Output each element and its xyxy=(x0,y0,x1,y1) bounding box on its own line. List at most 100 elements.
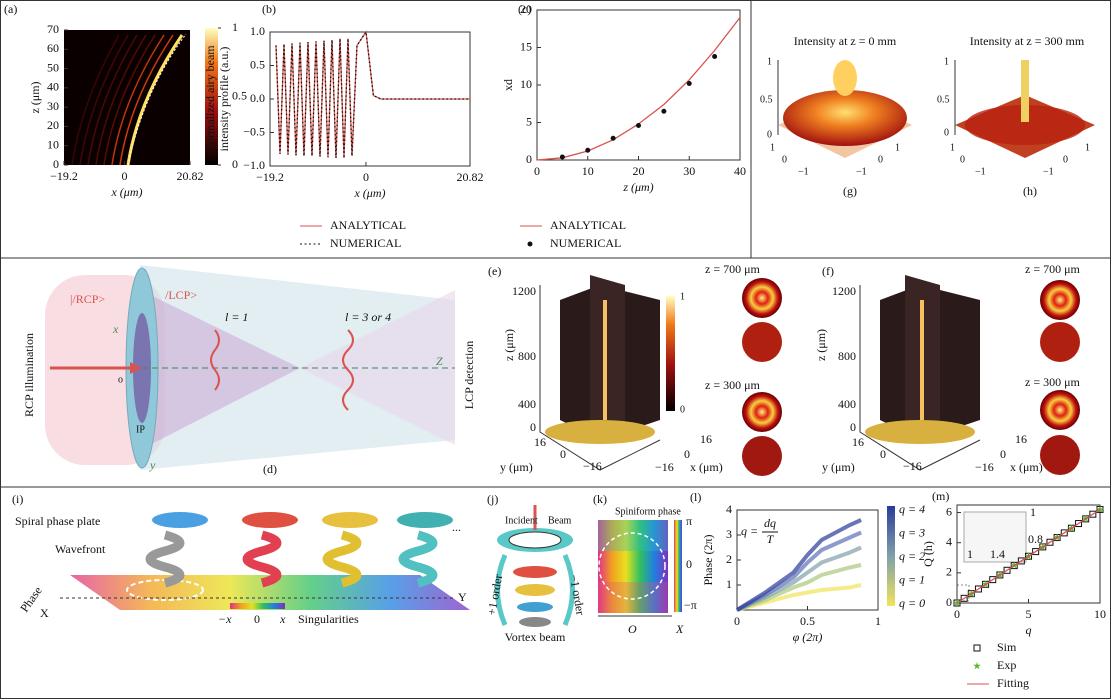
label: l = 1 xyxy=(225,310,248,324)
tick: 16 xyxy=(700,432,712,446)
marker xyxy=(560,155,565,160)
y-axis-label: Phase (2π) xyxy=(701,534,715,585)
legend-marker xyxy=(974,645,980,651)
x-axis-label: x (μm) xyxy=(353,186,385,200)
axis-label: x (μm) xyxy=(1010,460,1043,474)
y-tick-label: 0 xyxy=(526,152,532,166)
y-tick-label: 4 xyxy=(946,534,952,548)
panel-label: (k) xyxy=(593,492,607,506)
tick: −16 xyxy=(655,460,674,474)
legend-label: ANALYTICAL xyxy=(330,218,406,232)
label: z = 700 μm xyxy=(1025,262,1081,276)
tick: 400 xyxy=(838,397,856,411)
x-axis-label: z (μm) xyxy=(622,180,653,194)
marker xyxy=(661,109,666,114)
surface-h xyxy=(955,60,1095,158)
tick: 16 xyxy=(852,435,864,449)
tick: 1 xyxy=(770,142,775,153)
tick: 0 xyxy=(880,447,886,461)
tick: 0 xyxy=(1063,154,1068,165)
label: ... xyxy=(452,520,461,534)
label: Y xyxy=(458,590,467,604)
volume-e xyxy=(540,275,782,476)
marker xyxy=(712,54,717,59)
tick: −1 xyxy=(798,166,809,177)
axis-label: z (μm) xyxy=(814,329,828,361)
y-tick-label: 2 xyxy=(946,565,952,579)
label: IP xyxy=(136,424,145,435)
x-tick-label: −19.2 xyxy=(256,170,284,184)
inset-tick: 1 xyxy=(967,547,973,561)
y-tick-label: 5 xyxy=(526,114,532,128)
y-tick-label: 10 xyxy=(520,77,532,91)
y-tick-label: 10 xyxy=(47,137,59,151)
tick: 1 xyxy=(950,142,955,153)
y-tick-label: −1.0 xyxy=(243,158,265,172)
panel-label: (j) xyxy=(487,492,498,506)
tick: 1 xyxy=(680,291,685,302)
panel-label: (h) xyxy=(1023,184,1037,198)
y-axis-label: z (μm) xyxy=(28,81,42,113)
legend-label: ANALYTICAL xyxy=(550,218,626,232)
tick: 800 xyxy=(518,349,536,363)
x-tick-label: 20.82 xyxy=(457,170,484,184)
label: z = 300 μm xyxy=(1025,375,1081,389)
tick: 0 xyxy=(684,447,690,461)
y-tick-label: 6 xyxy=(946,504,952,518)
legend-label: Fitting xyxy=(997,676,1029,690)
legend-label: NUMERICAL xyxy=(550,236,621,250)
axis-label: z (μm) xyxy=(502,329,516,361)
colorbar-label: q = 0 xyxy=(899,596,925,610)
annotation: q = xyxy=(741,524,758,538)
tick: −1 xyxy=(1043,166,1054,177)
label: Wavefront xyxy=(55,542,106,556)
x-tick-label: 20 xyxy=(633,164,645,178)
y-tick-label: 1 xyxy=(726,577,732,591)
phase-map-k xyxy=(598,520,682,616)
y-tick-label: 0.5 xyxy=(250,57,265,71)
label: Incident xyxy=(505,515,538,526)
x-tick-label: 0 xyxy=(121,169,127,183)
diagram-i xyxy=(60,512,470,610)
tick: 0 xyxy=(680,404,685,415)
x-tick-label: 20.82 xyxy=(177,169,204,183)
panel-label: (e) xyxy=(488,264,501,278)
colorbar-tick-label: 0 xyxy=(232,157,238,171)
y-axis-label: Normalized airy beam xyxy=(203,45,217,153)
tick: 400 xyxy=(518,397,536,411)
x-tick-label: 1 xyxy=(875,614,881,628)
y-tick-label: 20 xyxy=(47,118,59,132)
label: LCP detection xyxy=(462,341,476,410)
label: y xyxy=(149,458,156,472)
label: o xyxy=(118,374,123,385)
y-axis-label: xd xyxy=(501,79,515,91)
x-tick-label: 10 xyxy=(582,164,594,178)
panel-title: Intensity at z = 300 mm xyxy=(970,34,1085,48)
tick: 0 xyxy=(560,447,566,461)
tick: 0 xyxy=(1000,447,1006,461)
label: Singularities xyxy=(298,612,359,626)
x-axis-label: q xyxy=(1026,623,1032,637)
label: Z xyxy=(436,354,443,368)
x-axis-label: x (μm) xyxy=(110,185,142,199)
colorbar-tick-label: 0.5 xyxy=(232,88,247,102)
tick: 1 xyxy=(1085,142,1090,153)
y-tick-label: 30 xyxy=(47,99,59,113)
label: l = 3 or 4 xyxy=(345,310,391,324)
figure: Intensity at z = 0 mm 1 0.5 0 1 0 −1 −1 … xyxy=(0,0,1111,699)
colorbar-label: q = 4 xyxy=(899,502,925,516)
legend-marker xyxy=(973,662,981,669)
panel-label: (b) xyxy=(262,2,276,16)
legend-label: Sim xyxy=(997,640,1017,654)
label: Beam xyxy=(548,515,572,526)
tick: 0 xyxy=(960,154,965,165)
legend-label: NUMERICAL xyxy=(330,236,401,250)
tick: 0 xyxy=(850,420,856,434)
inset-tick: 1 xyxy=(1030,505,1036,519)
tick: 0 xyxy=(686,557,692,571)
label: Spiral phase plate xyxy=(15,514,100,528)
tick: −16 xyxy=(975,460,994,474)
tick: −16 xyxy=(583,459,602,473)
marker xyxy=(585,148,590,153)
label: −x xyxy=(218,612,232,626)
